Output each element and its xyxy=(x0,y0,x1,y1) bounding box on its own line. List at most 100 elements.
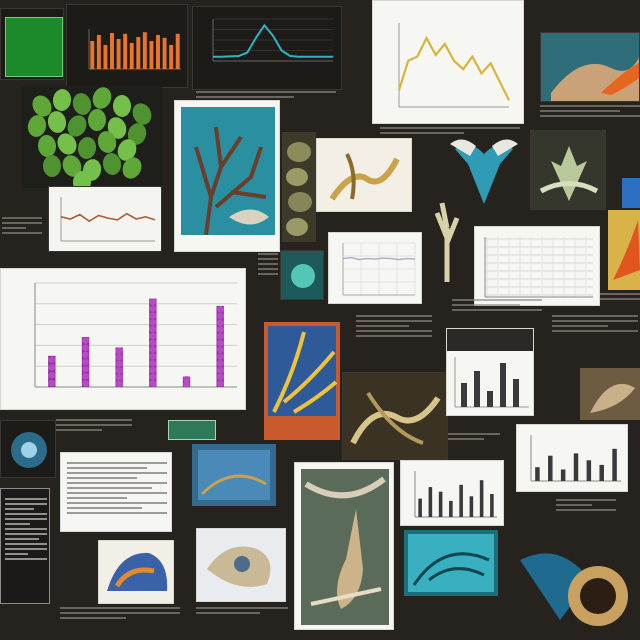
blue-wing-image xyxy=(450,134,518,210)
orange-leaf-image xyxy=(608,210,640,290)
bar-bead xyxy=(216,319,224,327)
bar xyxy=(612,448,617,481)
leaf xyxy=(112,95,132,117)
grid-line-chart-card xyxy=(474,226,600,306)
bar-bead xyxy=(82,358,89,366)
small-line-chart-card xyxy=(48,186,162,252)
bar-bead xyxy=(216,339,224,347)
bar xyxy=(469,496,474,517)
caption-lines-10 xyxy=(556,496,616,520)
bar-bead xyxy=(149,366,157,374)
caption-lines-13 xyxy=(2,214,42,254)
caption-lines-7 xyxy=(452,296,542,320)
small-wave-chart xyxy=(60,197,156,242)
bar xyxy=(535,467,540,481)
cyan-feather xyxy=(408,534,494,592)
leaf xyxy=(27,115,47,137)
bar-bead xyxy=(216,346,224,354)
bar xyxy=(149,41,154,69)
orange-bar-chart-card xyxy=(66,4,188,88)
bar xyxy=(142,32,147,69)
caption-lines-11 xyxy=(196,604,288,628)
bar xyxy=(90,41,95,69)
bar xyxy=(175,33,180,69)
leaf xyxy=(117,139,137,161)
caption-lines-5 xyxy=(356,312,432,352)
green-status-strip xyxy=(168,420,216,440)
bar xyxy=(428,487,433,517)
orange-header-strip xyxy=(447,329,533,351)
shell-photo-card xyxy=(580,368,640,420)
blue-chip-image xyxy=(622,178,640,208)
bar-bead xyxy=(149,380,157,387)
leaf xyxy=(107,117,127,139)
bar-bead xyxy=(216,360,224,367)
green-leaves-image xyxy=(22,86,162,188)
bar-bead xyxy=(115,373,123,381)
teal-thumbnail xyxy=(281,251,323,299)
leaf xyxy=(97,131,117,153)
bar-bead xyxy=(115,360,123,368)
teal-thumbnail-card xyxy=(280,250,324,300)
bar-bead xyxy=(149,325,157,333)
ornate-print-card xyxy=(342,372,448,460)
bar-bead xyxy=(149,346,157,353)
bar xyxy=(548,455,553,481)
cyan-peak-chart xyxy=(193,7,341,89)
orange-leaf xyxy=(613,220,640,280)
caption-lines-14 xyxy=(600,290,640,310)
bar-bead xyxy=(216,305,224,313)
peacock-eye-image xyxy=(520,520,640,640)
bar-bead xyxy=(149,298,157,306)
bar-bead xyxy=(216,373,224,381)
ornate-print xyxy=(343,373,447,459)
bar xyxy=(479,480,484,517)
twig-figure-image xyxy=(432,198,462,282)
bar xyxy=(123,33,128,69)
bar xyxy=(216,305,224,387)
bar-bead xyxy=(216,326,224,333)
peacock-eye xyxy=(520,553,628,626)
gold-line-chart-card xyxy=(372,0,524,124)
blue-texture xyxy=(198,450,270,500)
bar xyxy=(96,35,101,69)
bar xyxy=(169,45,174,69)
bar-bead xyxy=(48,371,56,379)
bar-bead xyxy=(183,375,190,383)
series-line xyxy=(342,256,416,261)
caption-lines-3 xyxy=(540,102,640,126)
leaf xyxy=(132,103,152,125)
bar xyxy=(449,500,453,517)
bar xyxy=(110,33,114,69)
blue-scan-card xyxy=(0,420,56,478)
bar-bead xyxy=(115,347,123,355)
bar xyxy=(438,491,443,517)
dino-skull-card xyxy=(196,528,286,602)
leaf xyxy=(62,155,82,177)
bar-bead xyxy=(82,372,89,380)
leaf xyxy=(57,133,77,155)
bar xyxy=(103,45,108,69)
bar-bead xyxy=(115,380,123,388)
leaf xyxy=(47,111,67,133)
green-panel-card xyxy=(0,8,64,80)
right-bar-chart xyxy=(530,435,621,482)
bar-bead xyxy=(149,373,157,381)
bar-bead xyxy=(149,353,157,360)
leaf xyxy=(67,115,87,137)
leaf xyxy=(122,157,142,179)
bar xyxy=(418,498,422,517)
leaf xyxy=(92,87,112,109)
bar-bead xyxy=(149,359,157,367)
bar-bead xyxy=(149,312,157,319)
wing-specimen xyxy=(450,139,518,204)
small-bar-chart xyxy=(414,471,497,518)
map-card xyxy=(98,540,174,604)
bar-bead xyxy=(48,379,56,387)
bone-sketch-card xyxy=(316,138,412,212)
caption-lines-1 xyxy=(196,88,336,102)
bar xyxy=(500,363,506,407)
bone-sketch xyxy=(317,139,411,211)
caption-lines-4 xyxy=(258,250,278,300)
gold-line-chart xyxy=(397,23,510,108)
